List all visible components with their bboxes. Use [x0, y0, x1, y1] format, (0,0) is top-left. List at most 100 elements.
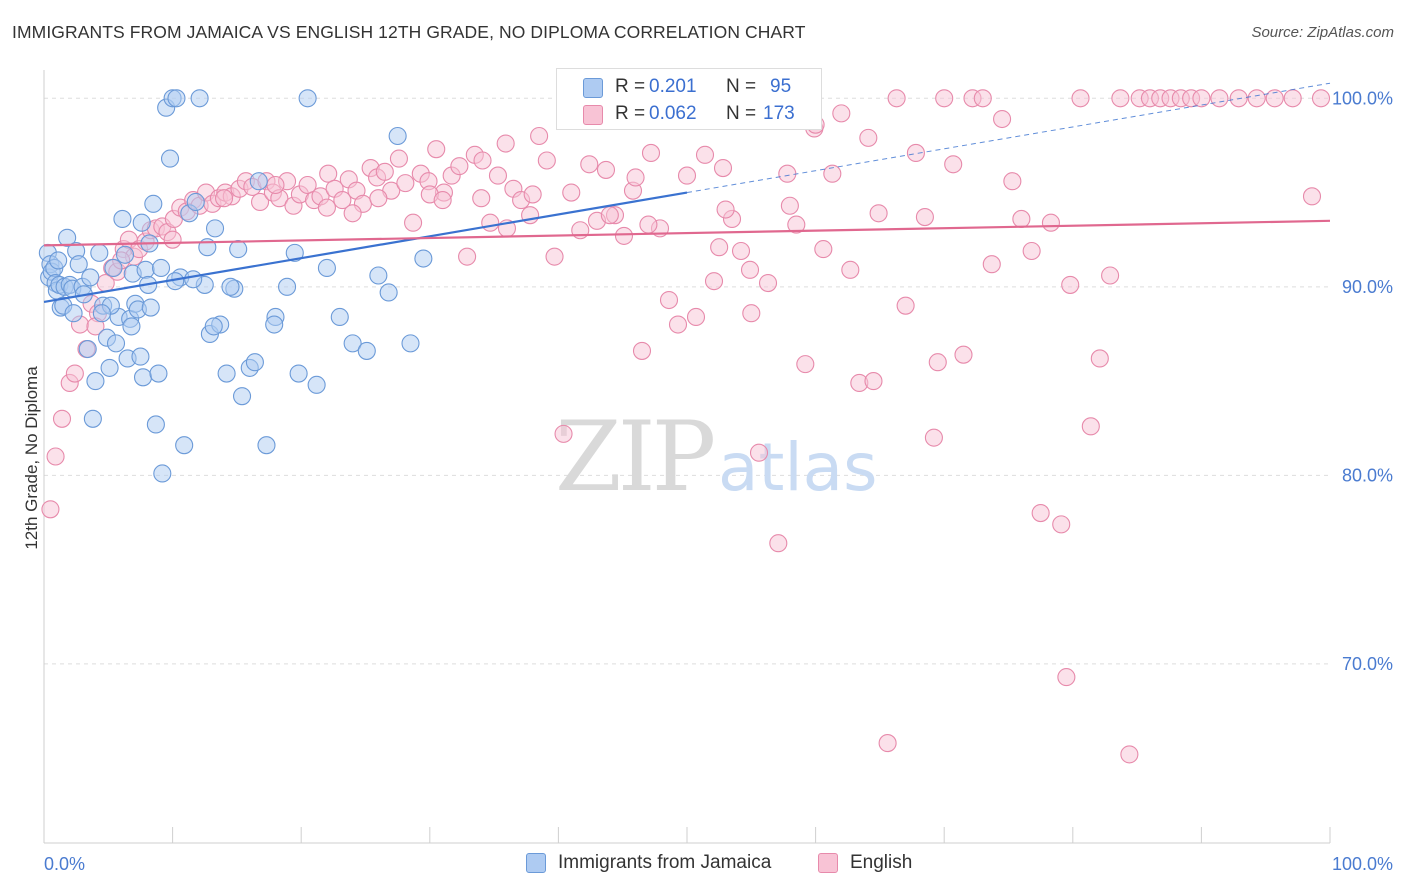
point-english: [731, 241, 751, 261]
tick-labels: 70.0% 80.0% 90.0% 100.0% 0.0% 100.0%: [44, 88, 1393, 874]
point-english: [473, 151, 492, 170]
r-label: R =: [615, 103, 646, 124]
trend-line-english: [43, 219, 1331, 247]
point-english: [982, 255, 1001, 274]
point-english: [787, 215, 806, 234]
point-english: [488, 166, 508, 185]
point-english: [896, 296, 915, 315]
watermark-atlas: atlas: [718, 429, 878, 506]
point-english: [458, 247, 477, 266]
point-english: [343, 204, 362, 223]
point-english: [924, 428, 943, 447]
point-jamaica: [131, 347, 150, 366]
point-english: [641, 143, 661, 163]
legend-item-english[interactable]: English: [818, 852, 912, 874]
point-jamaica: [133, 368, 153, 387]
legend: Immigrants from Jamaica English: [0, 852, 1406, 878]
point-jamaica: [113, 209, 132, 228]
point-jamaica: [369, 266, 388, 285]
point-jamaica: [151, 258, 171, 278]
point-jamaica: [141, 298, 160, 317]
point-jamaica: [298, 89, 317, 108]
point-english: [944, 155, 963, 174]
point-jamaica: [289, 364, 308, 383]
point-jamaica: [167, 89, 186, 108]
point-jamaica: [115, 245, 135, 264]
point-english: [596, 160, 616, 179]
point-english: [375, 162, 394, 181]
point-english: [1081, 417, 1100, 436]
point-jamaica: [153, 464, 172, 483]
point-english: [52, 409, 72, 428]
point-jamaica: [221, 277, 240, 296]
point-english: [404, 213, 423, 232]
point-english: [523, 185, 542, 204]
source-label: Source: ZipAtlas.com: [1251, 24, 1394, 41]
point-jamaica: [90, 243, 109, 262]
point-jamaica: [186, 192, 205, 212]
point-english: [864, 372, 883, 391]
point-english: [600, 206, 619, 225]
point-jamaica: [69, 255, 88, 274]
point-english: [906, 143, 925, 163]
legend-label: Immigrants from Jamaica: [558, 852, 772, 873]
point-jamaica: [58, 228, 77, 247]
point-english: [1090, 349, 1109, 368]
y-tick-label: 100.0%: [1332, 88, 1393, 108]
point-jamaica: [160, 149, 180, 168]
point-jamaica: [245, 353, 264, 372]
point-jamaica: [92, 304, 111, 323]
point-english: [1057, 668, 1076, 687]
point-jamaica: [144, 194, 163, 213]
point-english: [554, 424, 573, 443]
point-english: [298, 175, 317, 195]
point-english: [41, 500, 60, 519]
point-jamaica: [204, 317, 223, 336]
n-label: N =: [726, 76, 757, 97]
point-english: [163, 230, 182, 249]
point-jamaica: [146, 415, 165, 434]
point-english: [716, 200, 735, 219]
y-tick-label: 80.0%: [1342, 465, 1393, 485]
point-english: [1192, 89, 1211, 108]
point-english: [266, 175, 285, 195]
point-english: [65, 364, 84, 383]
point-english: [859, 128, 878, 147]
point-english: [319, 164, 338, 183]
point-english: [481, 213, 500, 232]
point-jamaica: [64, 304, 83, 323]
point-jamaica: [78, 339, 97, 359]
point-english: [317, 198, 336, 217]
point-english: [954, 345, 973, 364]
point-jamaica: [285, 243, 304, 262]
n-value: 173: [763, 103, 795, 124]
point-jamaica: [265, 315, 284, 334]
point-jamaica: [257, 436, 276, 455]
point-english: [1041, 213, 1060, 232]
point-jamaica: [401, 334, 420, 353]
point-english: [1247, 89, 1266, 108]
point-english: [1071, 89, 1090, 108]
legend-item-jamaica[interactable]: Immigrants from Jamaica: [526, 852, 771, 874]
point-english: [742, 304, 761, 323]
point-jamaica: [122, 317, 141, 336]
point-english: [1012, 209, 1031, 228]
point-english: [1120, 745, 1139, 764]
trend-line-jamaica: [43, 191, 688, 303]
point-english: [1031, 504, 1050, 523]
point-jamaica: [307, 375, 326, 394]
point-english: [841, 260, 860, 279]
point-english: [1061, 275, 1080, 294]
point-jamaica: [357, 341, 376, 360]
point-english: [496, 134, 515, 153]
point-english: [704, 272, 724, 291]
axes: [43, 70, 1331, 844]
point-jamaica: [205, 219, 225, 238]
stats-swatch-blue: [583, 78, 603, 98]
r-label: R =: [615, 76, 646, 97]
point-english: [614, 226, 634, 245]
point-jamaica: [317, 258, 336, 278]
point-english: [626, 168, 645, 187]
point-english: [396, 174, 415, 193]
